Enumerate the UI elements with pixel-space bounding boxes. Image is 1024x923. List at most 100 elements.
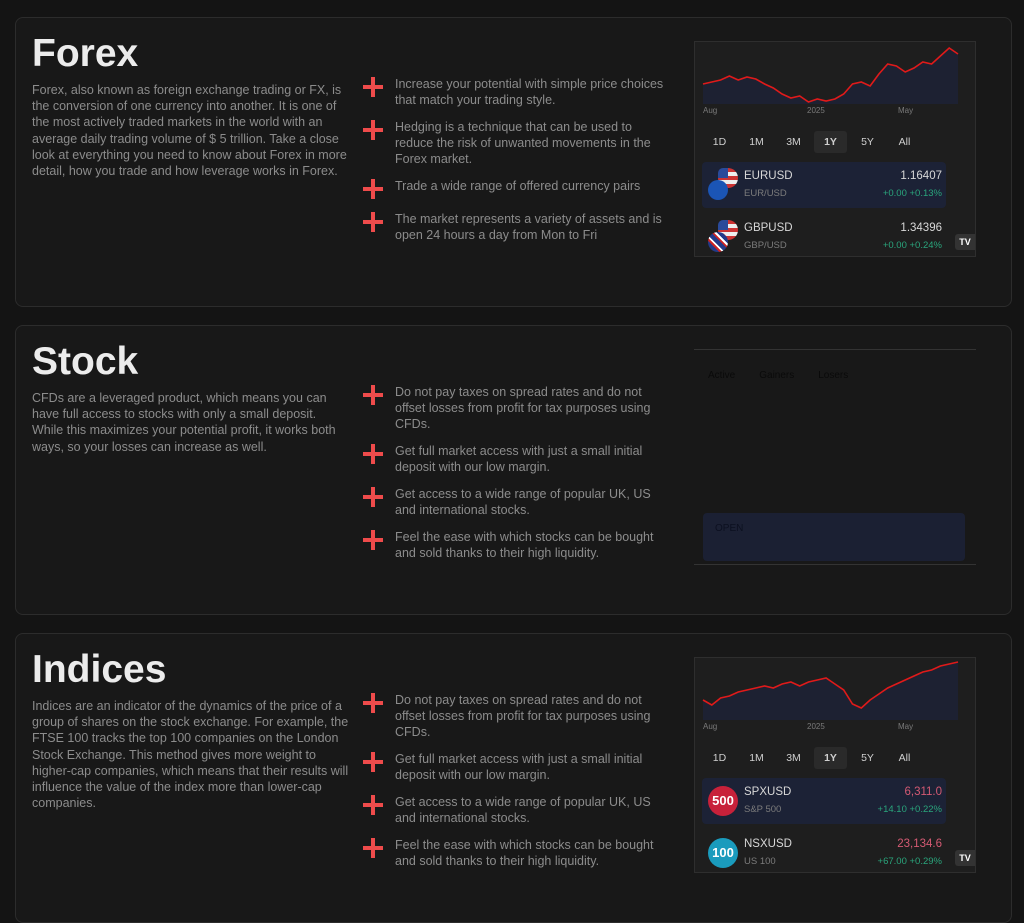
change-abs: +14.10	[877, 804, 907, 815]
market-status: OPEN	[703, 513, 965, 561]
tradingview-logo-icon[interactable]: TV	[955, 234, 975, 250]
tradingview-logo-icon[interactable]: TV	[955, 850, 975, 866]
feature-item: Get access to a wide range of popular UK…	[361, 794, 671, 826]
plus-icon	[361, 794, 395, 816]
feature-list: Do not pay taxes on spread rates and do …	[361, 692, 671, 880]
feature-item: Feel the ease with which stocks can be b…	[361, 529, 671, 561]
change-pct: +0.24%	[909, 240, 943, 251]
symbol-row[interactable]: 100 NSXUSD US 100 23,134.6 +67.00 +0.29%	[702, 830, 946, 872]
plus-icon	[361, 76, 395, 98]
price: 23,134.6	[897, 838, 942, 850]
symbol-name: EUR/USD	[744, 188, 787, 199]
range-5y[interactable]: 5Y	[861, 752, 874, 764]
plus-icon	[361, 751, 395, 773]
range-selector: 1D 1M 3M 1Y 5Y All	[703, 747, 921, 769]
feature-text: Get full market access with just a small…	[395, 752, 643, 782]
change: +0.00 +0.24%	[883, 240, 942, 251]
range-selector: 1D 1M 3M 1Y 5Y All	[703, 131, 921, 153]
tab-active[interactable]: Active	[708, 370, 736, 381]
section-description: Forex, also known as foreign exchange tr…	[32, 83, 347, 179]
index-badge-icon: 500	[708, 786, 738, 816]
symbol-row[interactable]: GBPUSD GBP/USD 1.34396 +0.00 +0.24%	[702, 214, 946, 256]
change: +67.00 +0.29%	[878, 856, 942, 867]
section-forex: Forex Forex, also known as foreign exchan…	[15, 17, 1012, 307]
feature-list: Increase your potential with simple pric…	[361, 76, 671, 254]
feature-text: Hedging is a technique that can be used …	[395, 120, 651, 166]
plus-icon	[361, 837, 395, 859]
tab-gainers[interactable]: Gainers	[759, 370, 795, 381]
market-overview-widget: Aug 2025 May 1D 1M 3M 1Y 5Y All 500 SPXUSD S&P 500 6…	[694, 657, 976, 873]
plus-icon	[361, 443, 395, 465]
section-indices: Indices Indices are an indicator of the d…	[15, 633, 1012, 923]
section-stock: Stock CFDs are a leveraged product, which…	[15, 325, 1012, 615]
eu-us-flags-icon	[708, 168, 738, 200]
range-1d[interactable]: 1D	[712, 752, 727, 764]
feature-item: Get access to a wide range of popular UK…	[361, 486, 671, 518]
feature-text: Get access to a wide range of popular UK…	[395, 795, 651, 825]
range-1y[interactable]: 1Y	[814, 747, 847, 769]
feature-item: Hedging is a technique that can be used …	[361, 119, 671, 167]
feature-text: Do not pay taxes on spread rates and do …	[395, 385, 651, 431]
sparkline-area	[703, 48, 958, 104]
range-1y[interactable]: 1Y	[814, 131, 847, 153]
range-3m[interactable]: 3M	[786, 752, 801, 764]
plus-icon	[361, 211, 395, 233]
price: 1.16407	[900, 170, 942, 182]
section-title: Stock	[32, 340, 139, 383]
market-status-label: OPEN	[715, 523, 744, 534]
feature-text: Trade a wide range of offered currency p…	[395, 179, 641, 193]
range-1d[interactable]: 1D	[712, 136, 727, 148]
sparkline-area	[703, 662, 958, 720]
symbol: GBPUSD	[744, 222, 793, 234]
feature-item: Increase your potential with simple pric…	[361, 76, 671, 108]
movers-tabs: Active Gainers Losers	[708, 370, 848, 381]
plus-icon	[361, 529, 395, 551]
change-abs: +67.00	[877, 856, 907, 867]
symbol-row[interactable]: 500 SPXUSD S&P 500 6,311.0 +14.10 +0.22%	[702, 778, 946, 824]
feature-text: Feel the ease with which stocks can be b…	[395, 838, 654, 868]
axis-label: 2025	[807, 106, 825, 115]
symbol: SPXUSD	[744, 786, 792, 798]
feature-text: Get full market access with just a small…	[395, 444, 643, 474]
section-title: Indices	[32, 648, 167, 691]
symbol-row[interactable]: EURUSD EUR/USD 1.16407 +0.00 +0.13%	[702, 162, 946, 208]
feature-text: The market represents a variety of asset…	[395, 212, 662, 242]
axis-label: 2025	[807, 722, 825, 731]
feature-text: Do not pay taxes on spread rates and do …	[395, 693, 651, 739]
feature-text: Increase your potential with simple pric…	[395, 77, 664, 107]
feature-item: Trade a wide range of offered currency p…	[361, 178, 671, 200]
tab-losers[interactable]: Losers	[818, 370, 849, 381]
range-5y[interactable]: 5Y	[861, 136, 874, 148]
section-description: Indices are an indicator of the dynamics…	[32, 699, 349, 811]
range-1m[interactable]: 1M	[749, 752, 764, 764]
range-all[interactable]: All	[898, 136, 911, 148]
sparkline-line	[702, 661, 959, 709]
symbol-name: US 100	[744, 856, 776, 867]
axis-label: Aug	[703, 106, 718, 115]
symbol-name: S&P 500	[744, 804, 782, 815]
price: 6,311.0	[904, 786, 942, 798]
gb-us-flags-icon	[708, 220, 738, 252]
price-sparkline	[702, 46, 959, 104]
feature-item: Get full market access with just a small…	[361, 443, 671, 475]
change-abs: +0.00	[882, 188, 907, 199]
change-abs: +0.00	[882, 240, 907, 251]
range-3m[interactable]: 3M	[786, 136, 801, 148]
range-1m[interactable]: 1M	[749, 136, 764, 148]
section-description: CFDs are a leveraged product, which mean…	[32, 391, 336, 454]
feature-item: Do not pay taxes on spread rates and do …	[361, 384, 671, 432]
range-all[interactable]: All	[898, 752, 911, 764]
symbol-name: GBP/USD	[744, 240, 787, 251]
symbol: EURUSD	[744, 170, 793, 182]
feature-text: Feel the ease with which stocks can be b…	[395, 530, 654, 560]
change: +14.10 +0.22%	[878, 804, 942, 815]
plus-icon	[361, 178, 395, 200]
axis-label: Aug	[703, 722, 718, 731]
sparkline-line	[702, 46, 959, 103]
change: +0.00 +0.13%	[883, 188, 942, 199]
feature-item: Get full market access with just a small…	[361, 751, 671, 783]
feature-item: Feel the ease with which stocks can be b…	[361, 837, 671, 869]
feature-item: The market represents a variety of asset…	[361, 211, 671, 243]
market-movers-widget[interactable]: Active Gainers Losers OPEN	[694, 349, 976, 565]
section-title: Forex	[32, 32, 139, 75]
